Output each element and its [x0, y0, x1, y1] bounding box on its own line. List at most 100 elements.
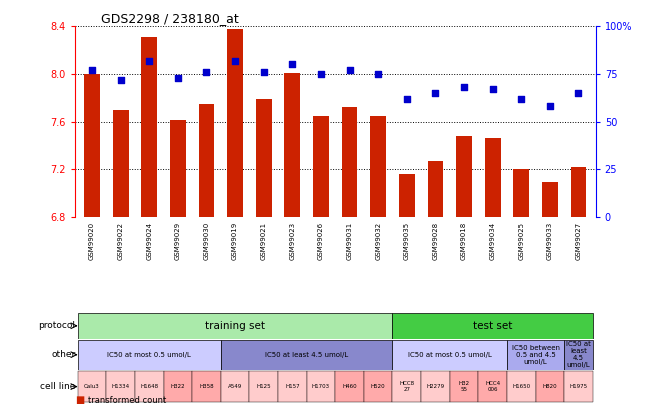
Text: training set: training set	[205, 321, 265, 331]
Text: GSM99021: GSM99021	[261, 222, 267, 260]
Text: cell line: cell line	[40, 382, 76, 391]
Text: GSM99026: GSM99026	[318, 222, 324, 260]
Point	[459, 84, 469, 91]
Bar	[507, 340, 564, 370]
Text: H32
55: H32 55	[458, 381, 469, 392]
Text: transformed count: transformed count	[88, 396, 166, 405]
Point	[115, 77, 126, 83]
Bar	[514, 169, 529, 217]
Bar	[77, 340, 221, 370]
Text: IC50 at most 0.5 umol/L: IC50 at most 0.5 umol/L	[107, 352, 191, 358]
Text: HCC8
27: HCC8 27	[399, 381, 415, 392]
Text: GSM99025: GSM99025	[518, 222, 524, 260]
Text: Calu3: Calu3	[84, 384, 100, 389]
Text: H820: H820	[542, 384, 557, 389]
Bar	[485, 139, 501, 217]
Point	[87, 67, 97, 73]
Text: GSM99035: GSM99035	[404, 222, 409, 260]
Bar	[564, 340, 593, 370]
Text: H460: H460	[342, 384, 357, 389]
Text: H157: H157	[285, 384, 299, 389]
Point	[402, 96, 412, 102]
Bar	[221, 371, 249, 402]
Text: HCC4
006: HCC4 006	[485, 381, 500, 392]
Text: GSM99032: GSM99032	[375, 222, 381, 260]
Point	[287, 61, 298, 68]
Bar	[393, 313, 593, 339]
Bar	[163, 371, 192, 402]
Text: H1334: H1334	[111, 384, 130, 389]
Text: H1648: H1648	[140, 384, 158, 389]
Text: H1650: H1650	[512, 384, 531, 389]
Bar	[141, 37, 157, 217]
Bar	[450, 371, 478, 402]
Bar	[192, 371, 221, 402]
Text: GDS2298 / 238180_at: GDS2298 / 238180_at	[101, 12, 239, 25]
Text: ■: ■	[75, 394, 84, 405]
Text: other: other	[51, 350, 76, 359]
Bar	[278, 371, 307, 402]
Bar	[507, 371, 536, 402]
Bar	[364, 371, 393, 402]
Text: GSM99023: GSM99023	[289, 222, 296, 260]
Bar	[342, 107, 357, 217]
Bar	[221, 340, 393, 370]
Bar	[284, 73, 300, 217]
Bar	[370, 116, 386, 217]
Point	[430, 90, 441, 96]
Text: GSM99028: GSM99028	[432, 222, 438, 260]
Text: H520: H520	[371, 384, 385, 389]
Text: GSM99034: GSM99034	[490, 222, 495, 260]
Bar	[199, 104, 214, 217]
Bar	[478, 371, 507, 402]
Bar	[421, 371, 450, 402]
Text: GSM99031: GSM99031	[346, 222, 353, 260]
Text: H2279: H2279	[426, 384, 445, 389]
Bar	[571, 167, 587, 217]
Bar	[393, 371, 421, 402]
Bar	[456, 136, 472, 217]
Text: GSM99029: GSM99029	[175, 222, 181, 260]
Point	[230, 58, 240, 64]
Point	[373, 71, 383, 77]
Bar	[84, 74, 100, 217]
Point	[574, 90, 584, 96]
Bar	[393, 340, 507, 370]
Bar	[170, 120, 186, 217]
Text: test set: test set	[473, 321, 512, 331]
Bar	[307, 371, 335, 402]
Text: H1703: H1703	[312, 384, 330, 389]
Point	[545, 103, 555, 110]
Point	[344, 67, 355, 73]
Bar	[335, 371, 364, 402]
Bar	[106, 371, 135, 402]
Text: IC50 at most 0.5 umol/L: IC50 at most 0.5 umol/L	[408, 352, 492, 358]
Text: GSM99019: GSM99019	[232, 222, 238, 260]
Point	[316, 71, 326, 77]
Text: GSM99022: GSM99022	[118, 222, 124, 260]
Text: GSM99024: GSM99024	[146, 222, 152, 260]
Text: GSM99018: GSM99018	[461, 222, 467, 260]
Text: GSM99020: GSM99020	[89, 222, 95, 260]
Text: protocol: protocol	[38, 321, 76, 330]
Text: IC50 between
0.5 and 4.5
umol/L: IC50 between 0.5 and 4.5 umol/L	[512, 345, 560, 364]
Point	[201, 69, 212, 75]
Point	[488, 86, 498, 92]
Point	[144, 58, 154, 64]
Bar	[542, 183, 558, 217]
Bar	[227, 29, 243, 217]
Bar	[113, 110, 128, 217]
Text: IC50 at
least
4.5
umol/L: IC50 at least 4.5 umol/L	[566, 341, 591, 368]
Bar	[428, 161, 443, 217]
Text: GSM99027: GSM99027	[575, 222, 581, 260]
Point	[173, 75, 183, 81]
Text: IC50 at least 4.5 umol/L: IC50 at least 4.5 umol/L	[265, 352, 348, 358]
Point	[516, 96, 527, 102]
Bar	[399, 174, 415, 217]
Text: H125: H125	[256, 384, 271, 389]
Bar	[135, 371, 163, 402]
Text: H322: H322	[171, 384, 185, 389]
Bar	[77, 313, 393, 339]
Text: GSM99033: GSM99033	[547, 222, 553, 260]
Bar	[249, 371, 278, 402]
